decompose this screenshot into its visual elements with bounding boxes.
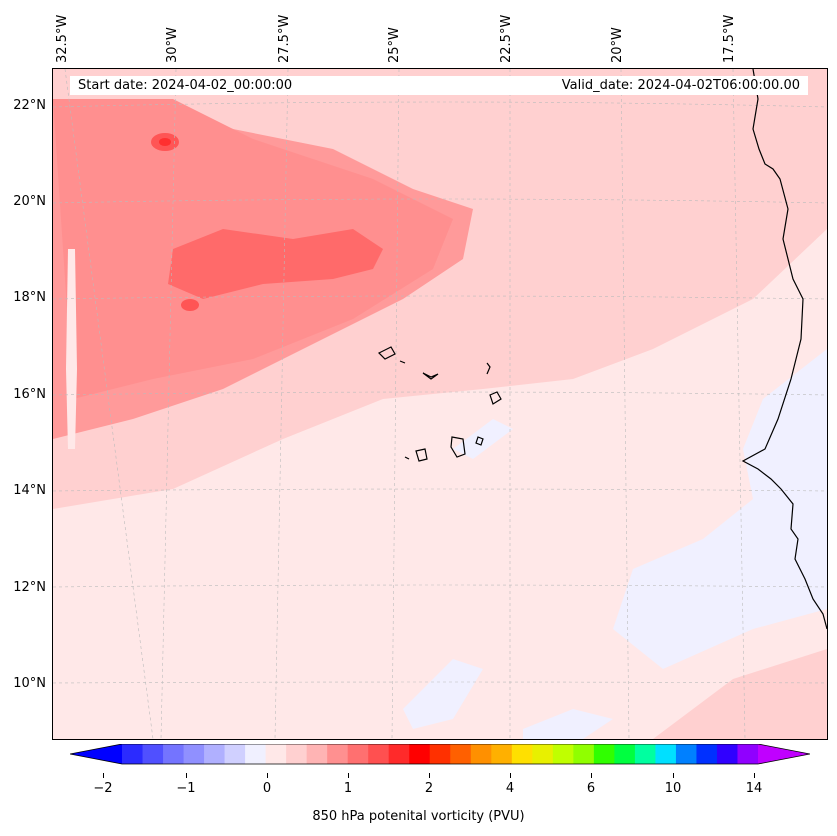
pv-contour-negative [613,349,827,669]
colorbar-tick-label: −1 [176,781,196,796]
colorbar-segment [183,744,205,764]
colorbar-segment [532,744,554,764]
colorbar-title: 850 hPa potenital vorticity (PVU) [312,809,525,824]
valid-date-label: Valid_date: 2024-04-02T06:00:00.00 [561,78,800,93]
colorbar-segment [286,744,308,764]
colorbar-segment [634,744,656,764]
pv-contour-high [168,229,383,299]
colorbar-segment [347,744,369,764]
lon-label: 25°W [387,27,402,63]
lat-label: 14°N [13,483,46,498]
colorbar-tick-label: 6 [586,781,596,796]
colorbar-segment [409,744,431,764]
colorbar-extend-min [70,744,122,764]
colorbar-segment [163,744,185,764]
colorbar-outline [70,744,810,765]
colorbar-segment [265,744,287,764]
colorbar-tick [348,773,349,778]
colorbar-segment [368,744,390,764]
colorbar-segment [429,744,451,764]
colorbar-segment [737,744,759,764]
colorbar-segment [573,744,595,764]
pv-contour-minimum [66,249,77,449]
lon-label: 30°W [165,27,180,63]
colorbar-segment [511,744,533,764]
colorbar-segment [552,744,574,764]
coastline [377,69,827,630]
colorbar-segment [450,744,472,764]
lon-label: 32.5°W [55,14,70,63]
colorbar-segment [245,744,267,764]
lon-label: 27.5°W [277,14,292,63]
lat-label: 10°N [13,676,46,691]
colorbar-tick [267,773,268,778]
colorbar-tick-label: 10 [664,781,682,796]
date-banner [70,76,808,95]
colorbar-extend-max [758,744,810,764]
colorbar-tick-label: 2 [424,781,434,796]
lat-label: 20°N [13,194,46,209]
colorbar-segment [614,744,636,764]
colorbar-tick [186,773,187,778]
pv-field [53,69,827,739]
colorbar-segment [716,744,738,764]
pv-contour-negative [403,659,483,729]
pv-contour-low [653,649,827,739]
colorbar-tick [429,773,430,778]
start-date-label: Start date: 2024-04-02_00:00:00 [78,78,293,93]
colorbar-segment [593,744,615,764]
colorbar-tick [510,773,511,778]
colorbar-segment [327,744,349,764]
colorbar-tick-label: 0 [262,781,272,796]
colorbar-tick [673,773,674,778]
colorbar-segment [696,744,718,764]
colorbar-segment [142,744,164,764]
colorbar-segment [306,744,328,764]
colorbar-segment [204,744,226,764]
colorbar-segment [491,744,513,764]
colorbar-segment [122,744,144,764]
lat-label: 18°N [13,290,46,305]
colorbar-segment [470,744,492,764]
colorbar-tick [103,773,104,778]
lon-label: 17.5°W [722,14,737,63]
lat-label: 12°N [13,580,46,595]
colorbar-segment [224,744,246,764]
colorbar-tick-label: −2 [93,781,113,796]
colorbar [70,744,810,765]
map-panel[interactable] [52,68,828,740]
colorbar-segment [655,744,677,764]
colorbar-segment [675,744,697,764]
colorbar-tick-label: 4 [505,781,515,796]
lon-label: 20°W [610,27,625,63]
lon-label: 22.5°W [499,14,514,63]
colorbar-tick-label: 14 [745,781,763,796]
lat-label: 22°N [13,98,46,113]
pv-max [181,299,199,311]
colorbar-tick [591,773,592,778]
colorbar-tick-label: 1 [343,781,353,796]
colorbar-segment [388,744,410,764]
colorbar-tick [754,773,755,778]
graticule [53,69,827,739]
pv-contour-negative [523,709,613,739]
lat-label: 16°N [13,387,46,402]
pv-max [159,138,171,146]
